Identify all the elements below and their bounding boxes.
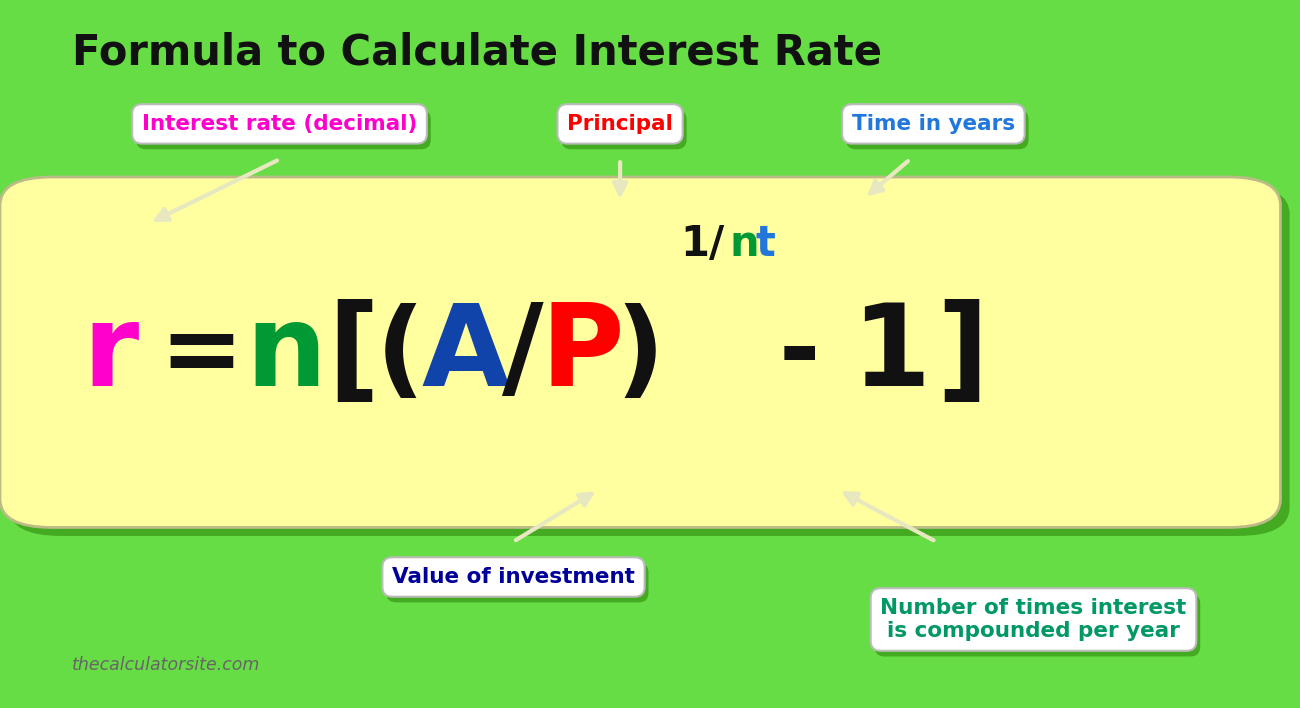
Text: P: P xyxy=(541,299,624,409)
Text: Formula to Calculate Interest Rate: Formula to Calculate Interest Rate xyxy=(72,32,881,74)
Text: =: = xyxy=(160,305,243,403)
Text: Principal: Principal xyxy=(571,120,677,139)
Text: Time in years: Time in years xyxy=(852,114,1015,134)
Text: Interest rate (decimal): Interest rate (decimal) xyxy=(142,114,417,134)
Text: Number of times interest
is compounded per year: Number of times interest is compounded p… xyxy=(880,598,1187,641)
Text: Value of investment: Value of investment xyxy=(396,573,638,593)
Text: 1: 1 xyxy=(852,299,929,409)
Text: thecalculatorsite.com: thecalculatorsite.com xyxy=(72,656,260,674)
FancyBboxPatch shape xyxy=(0,177,1280,527)
Text: ]: ] xyxy=(936,299,988,409)
Text: (: ( xyxy=(376,302,425,406)
Text: r: r xyxy=(82,299,139,409)
Text: A: A xyxy=(421,299,510,409)
Text: /: / xyxy=(502,299,543,409)
Text: Value of investment: Value of investment xyxy=(393,567,634,587)
Text: t: t xyxy=(755,223,775,266)
Text: Principal: Principal xyxy=(567,114,673,134)
Text: n: n xyxy=(729,223,759,266)
Text: 1/: 1/ xyxy=(680,223,724,266)
Text: Time in years: Time in years xyxy=(855,120,1019,139)
Text: -: - xyxy=(779,305,820,403)
Text: [: [ xyxy=(328,299,380,409)
FancyBboxPatch shape xyxy=(9,185,1290,536)
Text: Interest rate (decimal): Interest rate (decimal) xyxy=(146,120,421,139)
Text: ): ) xyxy=(615,302,664,406)
Text: n: n xyxy=(246,299,326,409)
Text: Number of times interest
is compounded per year: Number of times interest is compounded p… xyxy=(884,603,1191,647)
